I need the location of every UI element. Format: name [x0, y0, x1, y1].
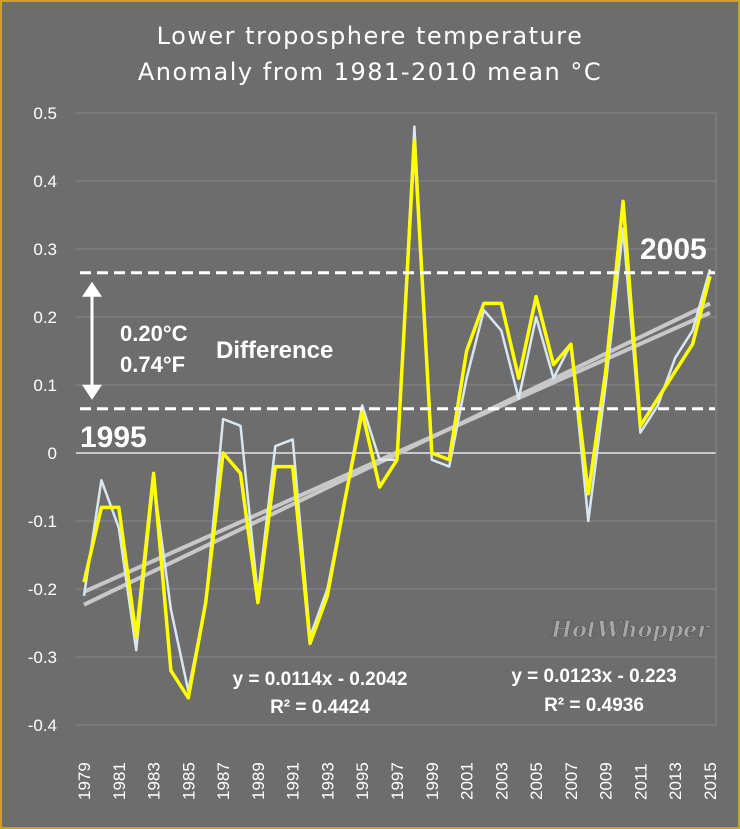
- label-2005: 2005: [640, 233, 707, 266]
- label-1995: 1995: [80, 421, 147, 454]
- arrow-head-down-icon: [82, 384, 102, 400]
- difference-celsius: 0.20°C: [120, 321, 188, 346]
- x-tick-label: 2001: [458, 762, 477, 800]
- x-tick-label: 1989: [249, 762, 268, 800]
- x-tick-label: 1983: [145, 762, 164, 800]
- trend-equation-1: y = 0.0114x - 0.2042: [233, 669, 408, 690]
- series-line-2: [82, 138, 712, 700]
- y-tick-label: -0.4: [28, 716, 57, 735]
- y-tick-label: 0.5: [33, 104, 57, 123]
- y-tick-label: 0: [48, 444, 57, 463]
- trend-equation-2: y = 0.0123x - 0.223: [511, 666, 676, 687]
- watermark: HotWhopper: [550, 617, 710, 643]
- x-tick-label: 2013: [666, 762, 685, 800]
- x-tick-label: 1999: [423, 762, 442, 800]
- x-tick-label: 2003: [492, 762, 511, 800]
- x-tick-label: 1979: [75, 762, 94, 800]
- y-tick-label: 0.1: [33, 376, 57, 395]
- chart-subtitle: Anomaly from 1981-2010 mean °C: [137, 58, 603, 86]
- arrow-head-up-icon: [82, 281, 102, 297]
- chart-title: Lower troposphere temperature: [156, 22, 584, 50]
- difference-label: Difference: [216, 337, 333, 364]
- x-tick-label: 2007: [562, 762, 581, 800]
- y-tick-label: -0.1: [28, 512, 57, 531]
- x-tick-label: 2005: [527, 762, 546, 800]
- x-tick-label: 2009: [597, 762, 616, 800]
- x-tick-label: 1995: [353, 762, 372, 800]
- x-tick-label: 1993: [318, 762, 337, 800]
- y-tick-label: 0.3: [33, 240, 57, 259]
- y-tick-label: 0.4: [33, 172, 57, 191]
- x-tick-label: 1987: [214, 762, 233, 800]
- x-tick-label: 1981: [110, 762, 129, 800]
- x-tick-label: 2015: [701, 762, 720, 800]
- y-tick-label: -0.3: [28, 648, 57, 667]
- x-tick-label: 1997: [388, 762, 407, 800]
- y-tick-label: -0.2: [28, 580, 57, 599]
- x-tick-label: 1985: [179, 762, 198, 800]
- x-tick-label: 2011: [631, 763, 650, 800]
- trend-r2-1: R² = 0.4424: [270, 697, 370, 718]
- x-tick-label: 1991: [284, 762, 303, 800]
- y-tick-label: 0.2: [33, 308, 57, 327]
- difference-fahrenheit: 0.74°F: [120, 352, 185, 377]
- trend-r2-2: R² = 0.4936: [544, 695, 644, 716]
